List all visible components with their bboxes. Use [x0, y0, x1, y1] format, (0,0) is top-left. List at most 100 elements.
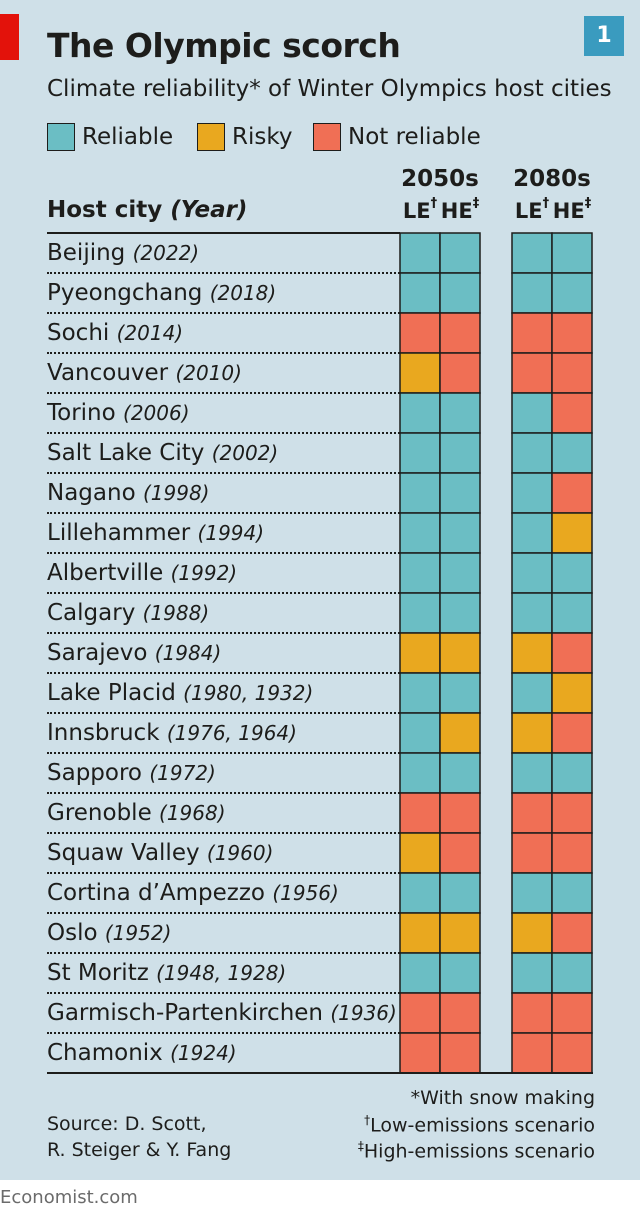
- rating-cell: [439, 712, 481, 754]
- table-row: Nagano (1998): [47, 473, 209, 513]
- host-city-name: St Moritz: [47, 960, 149, 986]
- host-city-name: Sapporo: [47, 760, 142, 786]
- rating-cell: [551, 1032, 593, 1074]
- table-row: Garmisch-Partenkirchen (1936): [47, 993, 397, 1033]
- row-divider: [47, 792, 400, 794]
- chart-title: The Olympic scorch: [47, 26, 401, 65]
- row-divider: [47, 472, 400, 474]
- host-years: (1972): [149, 761, 216, 785]
- rating-cell: [399, 672, 441, 714]
- rating-cell: [551, 832, 593, 874]
- brand-red-tag: [0, 14, 19, 60]
- host-years: (1988): [142, 601, 210, 625]
- rating-cell: [551, 712, 593, 754]
- rating-cell: [439, 792, 481, 834]
- footnote-mark: ‡: [357, 1139, 364, 1153]
- host-years: (1994): [197, 521, 265, 545]
- host-city-name: Torino: [47, 400, 116, 426]
- host-years: (1984): [154, 641, 222, 665]
- rating-cell: [439, 992, 481, 1034]
- table-row: Sochi (2014): [47, 313, 183, 353]
- rating-cell: [439, 672, 481, 714]
- rating-cell: [439, 912, 481, 954]
- host-years: (1956): [272, 881, 339, 905]
- rating-cell: [399, 432, 441, 474]
- host-city-header-text: Host city: [47, 197, 163, 223]
- host-city-name: Oslo: [47, 920, 98, 946]
- legend-label-risky: Risky: [232, 124, 293, 150]
- host-years: (2010): [175, 361, 242, 385]
- table-row: Lake Placid (1980, 1932): [47, 673, 313, 713]
- host-years: (2018): [209, 281, 277, 305]
- rating-cell: [551, 992, 593, 1034]
- rating-cell: [551, 392, 593, 434]
- host-city-name: Squaw Valley: [47, 840, 200, 866]
- rating-cell: [511, 832, 553, 874]
- table-row: St Moritz (1948, 1928): [47, 953, 286, 993]
- footnote-low-emissions: †Low-emissions scenario: [364, 1113, 595, 1136]
- period-label-2050s: 2050s: [401, 166, 479, 192]
- table-row: Chamonix (1924): [47, 1033, 237, 1073]
- rating-cell: [551, 312, 593, 354]
- rating-cell: [551, 472, 593, 514]
- host-years: (1980, 1932): [183, 681, 314, 705]
- rating-cell: [511, 592, 553, 634]
- host-years: (2002): [211, 441, 279, 465]
- rating-cell: [439, 392, 481, 434]
- rating-cell: [511, 392, 553, 434]
- host-years: (1960): [206, 841, 274, 865]
- rating-cell: [511, 552, 553, 594]
- row-divider: [47, 712, 400, 714]
- row-divider: [47, 272, 400, 274]
- host-city-name: Cortina d’Ampezzo: [47, 880, 265, 906]
- rating-cell: [399, 952, 441, 994]
- host-years: (1936): [330, 1001, 397, 1025]
- rating-cell: [439, 872, 481, 914]
- rating-cell: [551, 912, 593, 954]
- table-row: Sapporo (1972): [47, 753, 216, 793]
- host-city-name: Pyeongchang: [47, 280, 203, 306]
- host-city-name: Sarajevo: [47, 640, 148, 666]
- row-divider: [47, 672, 400, 674]
- scenario-label-2050s-le: LE†: [400, 196, 440, 223]
- rating-cell: [399, 352, 441, 394]
- rating-cell: [399, 392, 441, 434]
- row-divider: [47, 832, 400, 834]
- rating-cell: [511, 232, 553, 274]
- footnote-high-emissions: ‡High-emissions scenario: [358, 1139, 595, 1162]
- host-city-name: Innsbruck: [47, 720, 160, 746]
- row-divider: [47, 432, 400, 434]
- table-row: Innsbruck (1976, 1964): [47, 713, 297, 753]
- scenario-code: HE: [552, 199, 585, 223]
- rating-cell: [399, 232, 441, 274]
- rating-cell: [511, 712, 553, 754]
- source-line-1: Source: D. Scott,: [47, 1113, 207, 1135]
- rating-cell: [551, 432, 593, 474]
- table-row: Beijing (2022): [47, 233, 199, 273]
- rating-cell: [439, 312, 481, 354]
- host-city-name: Chamonix: [47, 1040, 163, 1066]
- row-divider: [47, 512, 400, 514]
- rating-cell: [399, 832, 441, 874]
- rating-cell: [511, 1032, 553, 1074]
- rating-cell: [399, 312, 441, 354]
- scenario-label-2080s-le: LE†: [512, 196, 552, 223]
- rating-cell: [439, 472, 481, 514]
- rating-cell: [399, 592, 441, 634]
- host-city-name: Garmisch-Partenkirchen: [47, 1000, 324, 1026]
- rating-cell: [511, 352, 553, 394]
- footnote-text: High-emissions scenario: [363, 1140, 595, 1163]
- footnote-snow: *With snow making: [410, 1087, 595, 1109]
- table-row: Grenoble (1968): [47, 793, 226, 833]
- rating-cell: [551, 672, 593, 714]
- footnote-text: Low-emissions scenario: [370, 1114, 595, 1137]
- rating-cell: [551, 512, 593, 554]
- row-divider: [47, 1032, 400, 1034]
- rating-cell: [551, 552, 593, 594]
- scenario-code: LE: [402, 199, 431, 223]
- host-city-name: Albertville: [47, 560, 164, 586]
- rating-cell: [399, 552, 441, 594]
- host-years: (1924): [170, 1041, 237, 1065]
- host-years: (1948, 1928): [156, 961, 287, 985]
- rating-cell: [399, 712, 441, 754]
